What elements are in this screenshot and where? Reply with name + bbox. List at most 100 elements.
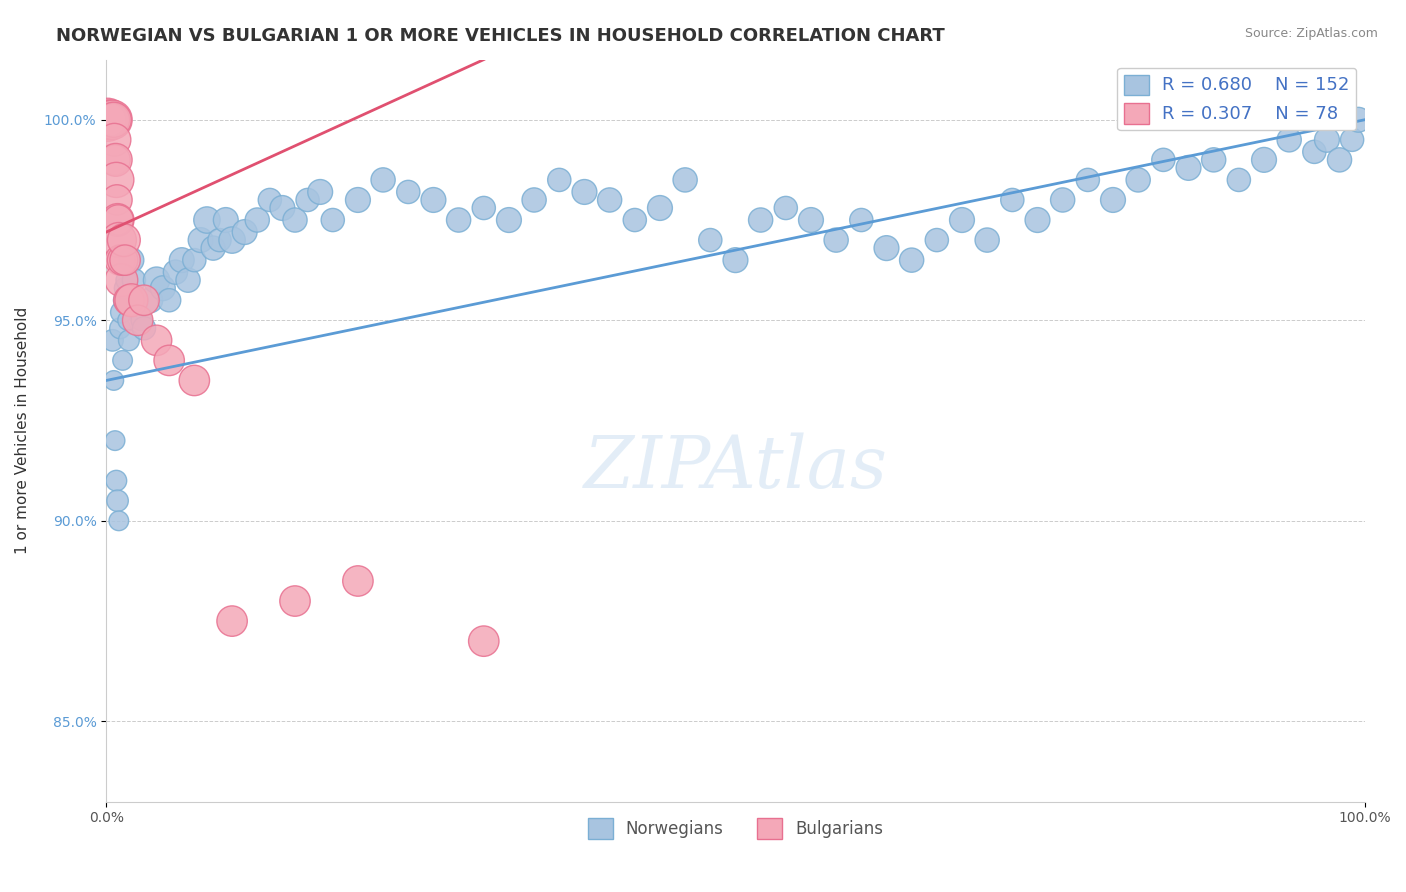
Point: [98, 112, 121, 127]
Point: [259, 193, 281, 207]
Point: [1052, 193, 1074, 207]
Point: [139, 293, 162, 308]
Point: [165, 265, 187, 279]
Point: [107, 213, 129, 227]
Point: [115, 273, 138, 287]
Point: [284, 213, 307, 227]
Point: [1102, 193, 1125, 207]
Point: [183, 253, 205, 268]
Point: [208, 233, 231, 247]
Point: [157, 293, 180, 308]
Point: [1341, 133, 1364, 147]
Point: [103, 112, 125, 127]
Point: [132, 321, 155, 335]
Point: [1303, 145, 1326, 159]
Point: [108, 253, 131, 268]
Point: [724, 253, 747, 268]
Point: [1152, 153, 1174, 167]
Point: [104, 153, 127, 167]
Point: [648, 201, 671, 215]
Point: [195, 213, 218, 227]
Point: [1177, 161, 1199, 175]
Point: [97, 112, 120, 127]
Point: [1077, 173, 1099, 187]
Point: [297, 193, 319, 207]
Point: [623, 213, 645, 227]
Point: [271, 201, 294, 215]
Point: [347, 574, 370, 588]
Point: [108, 321, 131, 335]
Point: [131, 313, 153, 327]
Point: [900, 253, 922, 268]
Point: [322, 213, 344, 227]
Point: [110, 273, 132, 287]
Point: [111, 353, 134, 368]
Point: [800, 213, 823, 227]
Text: ZIPAtlas: ZIPAtlas: [583, 433, 887, 503]
Point: [1316, 133, 1339, 147]
Point: [112, 293, 135, 308]
Point: [152, 281, 174, 295]
Point: [157, 353, 180, 368]
Point: [599, 193, 621, 207]
Point: [925, 233, 948, 247]
Point: [1227, 173, 1250, 187]
Point: [851, 213, 873, 227]
Point: [111, 253, 134, 268]
Point: [107, 493, 129, 508]
Point: [104, 153, 127, 167]
Point: [1202, 153, 1225, 167]
Point: [101, 334, 124, 348]
Point: [1026, 213, 1049, 227]
Point: [1278, 133, 1301, 147]
Point: [574, 185, 596, 199]
Point: [100, 112, 122, 127]
Point: [371, 173, 394, 187]
Point: [101, 112, 124, 127]
Point: [114, 281, 136, 295]
Point: [108, 233, 131, 247]
Point: [101, 112, 124, 127]
Y-axis label: 1 or more Vehicles in Household: 1 or more Vehicles in Household: [15, 307, 30, 554]
Point: [97, 112, 120, 127]
Point: [309, 185, 332, 199]
Point: [221, 233, 243, 247]
Point: [1253, 153, 1275, 167]
Point: [498, 213, 520, 227]
Point: [107, 213, 129, 227]
Point: [114, 253, 136, 268]
Point: [1128, 173, 1150, 187]
Point: [548, 173, 571, 187]
Point: [103, 133, 125, 147]
Point: [202, 241, 225, 255]
Point: [105, 173, 128, 187]
Point: [875, 241, 897, 255]
Point: [132, 293, 155, 308]
Point: [1001, 193, 1024, 207]
Point: [447, 213, 470, 227]
Point: [233, 225, 256, 239]
Point: [108, 514, 131, 528]
Point: [215, 213, 238, 227]
Point: [145, 273, 167, 287]
Point: [117, 313, 139, 327]
Point: [183, 374, 205, 388]
Point: [976, 233, 998, 247]
Point: [98, 112, 121, 127]
Point: [1347, 112, 1369, 127]
Point: [104, 434, 127, 448]
Point: [523, 193, 546, 207]
Point: [127, 293, 149, 308]
Point: [699, 233, 721, 247]
Point: [118, 293, 141, 308]
Point: [120, 253, 142, 268]
Point: [472, 201, 495, 215]
Text: NORWEGIAN VS BULGARIAN 1 OR MORE VEHICLES IN HOUSEHOLD CORRELATION CHART: NORWEGIAN VS BULGARIAN 1 OR MORE VEHICLE…: [56, 27, 945, 45]
Point: [775, 201, 797, 215]
Point: [284, 594, 307, 608]
Point: [749, 213, 772, 227]
Point: [246, 213, 269, 227]
Point: [950, 213, 973, 227]
Point: [122, 273, 145, 287]
Point: [110, 305, 132, 319]
